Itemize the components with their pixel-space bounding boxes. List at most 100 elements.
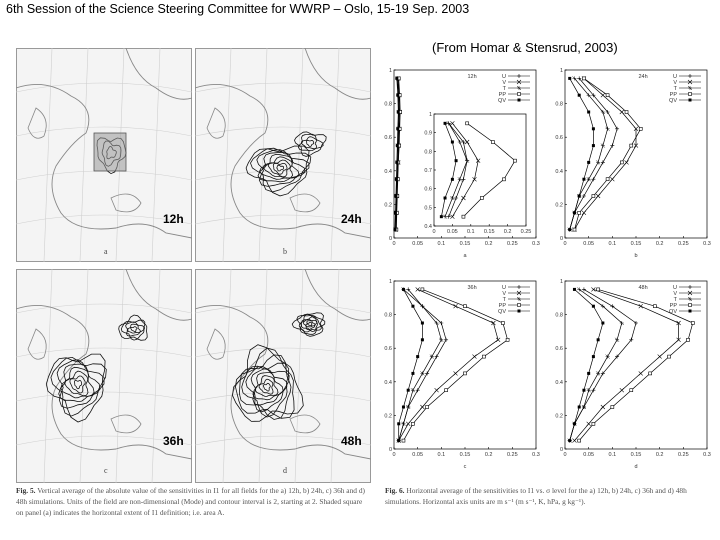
sensitivity-map-24h xyxy=(195,48,371,262)
series-point xyxy=(591,388,596,393)
sensitivity-contour xyxy=(262,156,294,179)
series-point xyxy=(586,421,591,427)
x-tick-label: 0.15 xyxy=(631,241,642,247)
legend-label: T xyxy=(503,86,507,92)
sensitivity-contour xyxy=(298,313,322,333)
chart-title: 48h xyxy=(639,285,648,291)
coastline xyxy=(125,269,192,321)
series-point xyxy=(577,194,581,198)
series-line-v xyxy=(452,123,479,217)
series-point xyxy=(610,304,615,309)
series-point xyxy=(517,74,521,78)
y-tick-label: 0.6 xyxy=(555,135,563,141)
series-point xyxy=(444,388,448,392)
series-line-pp xyxy=(396,78,401,230)
map-latitude-line xyxy=(16,82,192,93)
series-point xyxy=(461,139,466,145)
sensitivity-contour xyxy=(306,139,315,147)
series-line-t xyxy=(395,78,400,230)
y-tick-label: 0.2 xyxy=(555,202,563,208)
series-point xyxy=(688,98,692,102)
series-point xyxy=(439,321,444,325)
series-point xyxy=(600,143,606,148)
coastline xyxy=(110,193,142,213)
series-point xyxy=(610,405,615,409)
series-point xyxy=(591,422,596,426)
sensitivity-contour xyxy=(254,375,279,397)
series-point xyxy=(406,404,411,410)
x-tick-label: 0.2 xyxy=(656,452,664,458)
sensitivity-map-36h xyxy=(16,269,192,483)
series-point xyxy=(686,337,690,342)
legend-label: T xyxy=(503,297,507,303)
series-point xyxy=(619,109,625,115)
series-point xyxy=(629,388,634,392)
map-latitude-line xyxy=(195,82,371,93)
series-point xyxy=(505,337,510,342)
series-point xyxy=(629,143,634,148)
sensitivity-contour xyxy=(74,379,83,390)
series-point xyxy=(688,74,692,78)
series-line-v xyxy=(398,289,499,441)
series-point xyxy=(517,98,521,102)
series-point xyxy=(577,93,581,97)
x-tick-label: 0.15 xyxy=(484,229,495,235)
sensitivity-map-48h xyxy=(195,269,371,483)
series-point xyxy=(600,404,606,410)
series-point xyxy=(457,140,462,144)
series-point xyxy=(461,214,466,219)
x-tick-label: 0.1 xyxy=(438,452,446,458)
series-point xyxy=(581,194,586,198)
legend-label: PP xyxy=(499,92,507,98)
sensitivity-contour xyxy=(257,151,306,183)
series-point xyxy=(638,371,643,376)
series-point xyxy=(393,228,397,232)
series-point xyxy=(472,354,477,359)
plot-frame xyxy=(564,69,708,239)
series-point xyxy=(581,287,586,292)
x-tick-label: 0.25 xyxy=(678,452,689,458)
y-tick-label: 0 xyxy=(389,447,392,453)
series-point xyxy=(517,309,521,313)
series-point xyxy=(406,287,411,292)
series-point xyxy=(676,320,681,326)
series-point xyxy=(453,303,458,309)
series-point xyxy=(411,422,415,426)
coastline xyxy=(304,269,371,321)
legend-label: U xyxy=(502,74,506,80)
series-point xyxy=(610,176,615,182)
x-tick-label: 0.05 xyxy=(583,241,594,247)
x-tick-label: 0.05 xyxy=(412,241,423,247)
map-frame xyxy=(195,269,371,483)
series-point xyxy=(572,76,577,81)
y-tick-label: 0.4 xyxy=(555,380,563,386)
series-point xyxy=(425,371,430,376)
legend-label: V xyxy=(673,291,677,297)
x-tick-label: 0.3 xyxy=(703,452,711,458)
sensitivity-contour xyxy=(276,164,285,172)
series-point xyxy=(502,177,506,182)
series-point xyxy=(410,388,416,393)
legend-label: U xyxy=(673,74,677,80)
sensitivity-map-12h xyxy=(16,48,192,262)
sensitivity-contour xyxy=(294,131,327,157)
map-frame xyxy=(16,269,192,483)
series-point xyxy=(401,405,405,409)
x-tick-label: 0.2 xyxy=(485,452,493,458)
series-point xyxy=(443,121,447,125)
legend-label: PP xyxy=(670,92,678,98)
y-tick-label: 0.9 xyxy=(424,131,432,137)
series-point xyxy=(605,126,610,131)
sensitivity-contour xyxy=(120,319,146,341)
series-point xyxy=(595,193,601,199)
y-tick-label: 0.6 xyxy=(424,187,432,193)
coastline xyxy=(110,414,142,434)
sensitivity-contour xyxy=(262,382,271,392)
series-point xyxy=(464,139,470,145)
series-line-qv xyxy=(569,289,604,441)
series-line-t xyxy=(444,123,468,217)
sensitivity-contour xyxy=(58,363,101,403)
x-tick-label: 0.05 xyxy=(583,452,594,458)
x-tick-label: 0.15 xyxy=(460,241,471,247)
series-point xyxy=(516,85,522,91)
